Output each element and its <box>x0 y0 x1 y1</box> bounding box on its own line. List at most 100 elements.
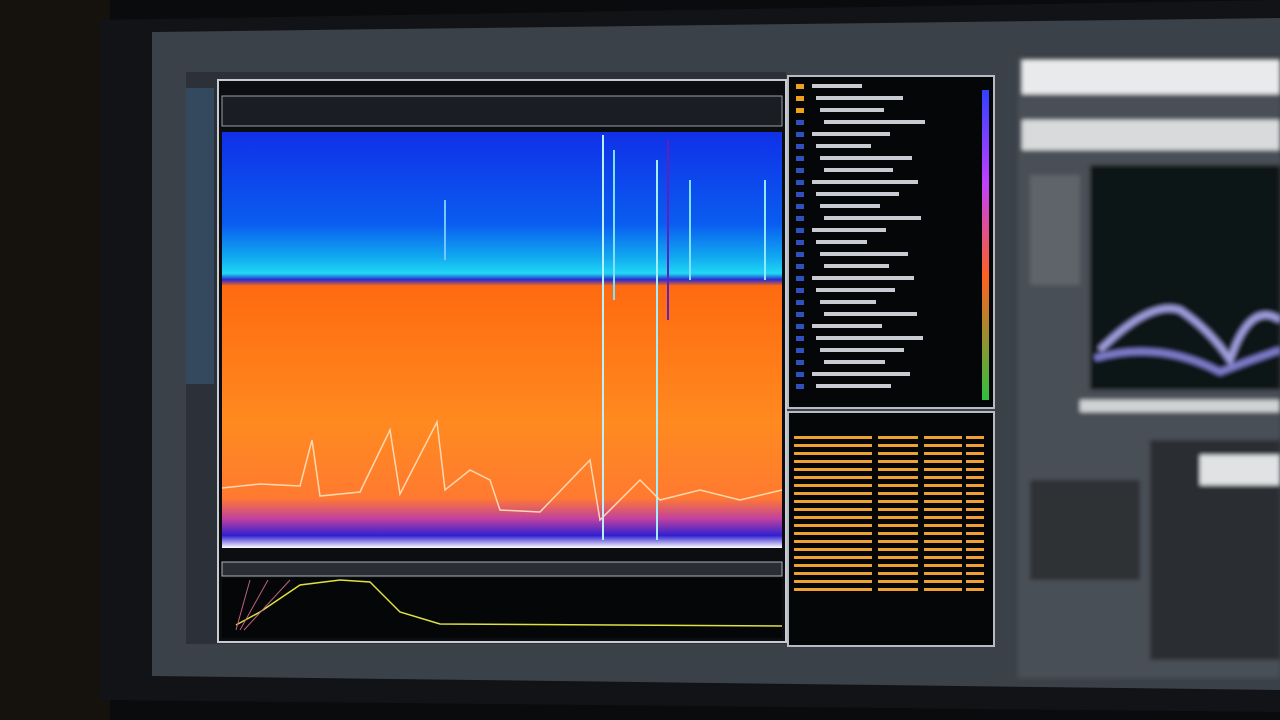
right-curve-2 <box>1094 347 1280 376</box>
list-bullet <box>796 372 804 377</box>
list-text <box>820 204 880 208</box>
lower-plot <box>222 578 782 638</box>
table-cell <box>924 548 962 551</box>
table-cell <box>794 492 872 495</box>
list-bullet <box>796 240 804 245</box>
list-bullet <box>796 312 804 317</box>
table-cell <box>794 532 872 535</box>
table-cell <box>878 484 918 487</box>
spectro-spikes <box>444 135 766 540</box>
list-bullet <box>796 300 804 305</box>
table-cell <box>878 460 918 463</box>
table-cell <box>924 564 962 567</box>
table-cell <box>966 508 984 511</box>
list-text <box>816 192 899 196</box>
spectro-trace <box>221 419 783 522</box>
table-cell <box>878 468 918 471</box>
list-text <box>812 180 918 184</box>
table-cell <box>794 540 872 543</box>
table-cell <box>794 556 872 559</box>
list-text <box>816 240 867 244</box>
list-bullet <box>796 336 804 341</box>
table-cell <box>966 500 984 503</box>
right-divider <box>1080 400 1280 412</box>
list-bullet <box>796 216 804 221</box>
list-bullet <box>796 384 804 389</box>
lower-curve <box>235 579 783 627</box>
table-cell <box>878 556 918 559</box>
right-curve <box>1097 305 1280 367</box>
table-cell <box>794 436 872 439</box>
table-cell <box>878 588 918 591</box>
table-cell <box>878 548 918 551</box>
table-cell <box>966 476 984 479</box>
table-cell <box>924 452 962 455</box>
table-cell <box>924 580 962 583</box>
list-bullet <box>796 120 804 125</box>
table-cell <box>966 452 984 455</box>
table-cell <box>794 460 872 463</box>
table-cell <box>966 548 984 551</box>
table-cell <box>794 452 872 455</box>
list-bullet <box>796 348 804 353</box>
list-bullet <box>796 288 804 293</box>
list-bullet <box>796 168 804 173</box>
list-bullet <box>796 360 804 365</box>
table-cell <box>924 588 962 591</box>
list-text <box>812 132 890 136</box>
table-cell <box>794 484 872 487</box>
spectrogram <box>222 132 782 548</box>
table-cell <box>924 484 962 487</box>
right-side <box>1030 175 1080 285</box>
list-bullet <box>796 144 804 149</box>
lower-toolbar <box>221 561 783 577</box>
list-text <box>820 108 884 112</box>
color-scale <box>982 90 989 400</box>
right-titlebar <box>1022 60 1280 94</box>
list-bullet <box>796 192 804 197</box>
table-cell <box>878 516 918 519</box>
table-cell <box>794 524 872 527</box>
table-cell <box>924 556 962 559</box>
table-cell <box>794 564 872 567</box>
table-cell <box>878 532 918 535</box>
side-ruler <box>186 88 214 384</box>
table-cell <box>966 492 984 495</box>
list-bullet <box>796 324 804 329</box>
list-bullet <box>796 204 804 209</box>
room-wall <box>0 0 110 720</box>
list-text <box>824 312 917 316</box>
list-text <box>816 96 903 100</box>
list-text <box>816 288 895 292</box>
table-cell <box>966 532 984 535</box>
table-cell <box>924 540 962 543</box>
list-text <box>812 84 862 88</box>
list-text <box>816 144 871 148</box>
list-bullet <box>796 156 804 161</box>
table-cell <box>794 516 872 519</box>
right-button[interactable] <box>1200 455 1280 485</box>
list-text <box>820 156 912 160</box>
list-bullet <box>796 264 804 269</box>
table-cell <box>794 508 872 511</box>
table-cell <box>966 556 984 559</box>
list-bullet <box>796 96 804 101</box>
table-cell <box>966 436 984 439</box>
table-cell <box>878 452 918 455</box>
list-text <box>824 120 925 124</box>
table-cell <box>794 588 872 591</box>
table-cell <box>966 580 984 583</box>
table-cell <box>966 524 984 527</box>
table-cell <box>924 476 962 479</box>
table-cell <box>878 436 918 439</box>
list-text <box>824 168 893 172</box>
list-bullet <box>796 228 804 233</box>
table-cell <box>966 588 984 591</box>
table-cell <box>966 540 984 543</box>
table-cell <box>878 508 918 511</box>
list-bullet <box>796 84 804 89</box>
table-cell <box>878 564 918 567</box>
table-cell <box>794 468 872 471</box>
table-cell <box>794 580 872 583</box>
table-cell <box>924 516 962 519</box>
